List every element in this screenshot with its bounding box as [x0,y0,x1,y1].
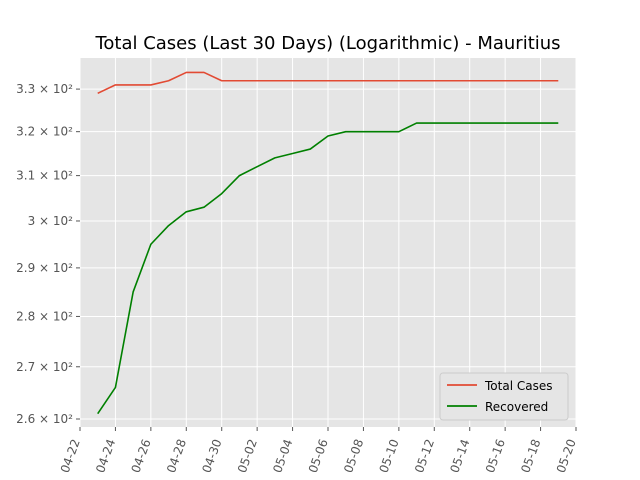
x-tick-label: 05-20 [554,437,579,475]
legend-label-total-cases: Total Cases [484,379,552,393]
y-tick-label: 2.7 × 10² [16,360,73,374]
y-tick-label: 3.3 × 10² [16,82,73,96]
legend-label-recovered: Recovered [485,400,548,414]
x-tick-label: 04-24 [93,437,118,475]
legend: Total Cases Recovered [439,372,569,421]
y-tick-label: 2.9 × 10² [16,261,73,275]
y-tick-label: 3 × 10² [28,214,74,228]
x-tick-label: 04-28 [164,437,189,475]
y-tick-label: 3.1 × 10² [16,169,73,183]
x-tick-label: 05-04 [270,437,295,475]
x-tick-label: 05-08 [341,437,366,475]
x-tick-label: 04-22 [58,437,83,475]
series-line-recovered [97,122,559,415]
x-tick-label: 05-18 [518,437,543,475]
chart-title: Total Cases (Last 30 Days) (Logarithmic)… [94,33,560,54]
series-line-total-cases [97,71,559,95]
x-tick-label: 05-12 [412,437,437,475]
x-axis: 04-22 04-24 04-26 04-28 04-30 05-02 05-04 05-06… [58,427,579,475]
x-tick-label: 05-06 [306,437,331,475]
x-tick-label: 05-16 [483,437,508,475]
series-layer [97,71,559,415]
x-tick-label: 04-26 [129,437,154,475]
y-axis: 2.6 × 10² 2.7 × 10² 2.8 × 10² 2.9 × 10² 3 × … [16,82,80,426]
x-tick-label: 05-02 [235,437,260,475]
x-tick-label: 04-30 [199,437,224,475]
y-tick-label: 2.6 × 10² [16,412,73,426]
x-tick-label: 05-14 [447,437,472,475]
y-tick-label: 3.2 × 10² [16,125,73,139]
y-tick-label: 2.8 × 10² [16,309,73,323]
x-tick-label: 05-10 [377,437,402,475]
grid-lines [79,58,577,427]
